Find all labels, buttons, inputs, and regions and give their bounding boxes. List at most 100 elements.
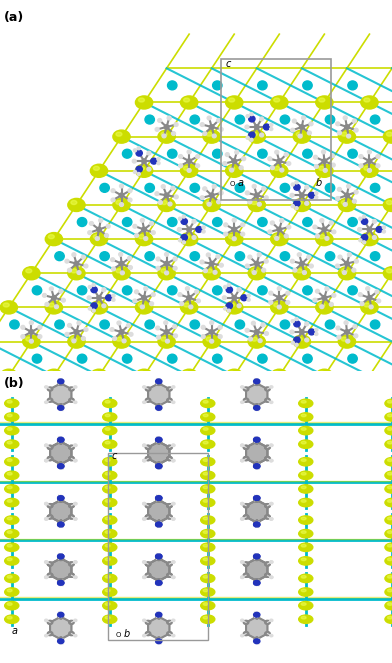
Circle shape: [223, 286, 227, 288]
Circle shape: [246, 115, 249, 117]
Polygon shape: [50, 383, 71, 406]
Ellipse shape: [387, 544, 392, 547]
Ellipse shape: [116, 337, 122, 341]
Polygon shape: [246, 500, 267, 522]
Ellipse shape: [387, 617, 392, 619]
Circle shape: [58, 496, 64, 501]
Circle shape: [164, 321, 168, 324]
Ellipse shape: [383, 267, 392, 280]
Ellipse shape: [158, 130, 175, 143]
Ellipse shape: [316, 369, 333, 383]
Circle shape: [241, 576, 244, 578]
Circle shape: [243, 573, 249, 577]
Circle shape: [254, 330, 259, 334]
Circle shape: [69, 562, 74, 566]
Circle shape: [172, 503, 175, 505]
Ellipse shape: [103, 574, 117, 583]
Circle shape: [172, 401, 175, 403]
Circle shape: [144, 237, 148, 241]
Circle shape: [117, 321, 121, 325]
Circle shape: [258, 339, 262, 343]
Ellipse shape: [203, 617, 208, 619]
Polygon shape: [246, 500, 267, 522]
Circle shape: [47, 504, 53, 508]
Ellipse shape: [201, 516, 215, 524]
Circle shape: [59, 612, 62, 615]
Polygon shape: [246, 617, 267, 639]
Circle shape: [301, 116, 305, 120]
Circle shape: [45, 561, 48, 563]
Circle shape: [343, 116, 347, 120]
Circle shape: [190, 184, 200, 192]
Ellipse shape: [7, 428, 12, 430]
Ellipse shape: [5, 530, 19, 538]
Circle shape: [69, 387, 74, 391]
Circle shape: [143, 444, 146, 446]
Circle shape: [265, 504, 270, 508]
Circle shape: [254, 556, 260, 560]
Circle shape: [313, 298, 317, 302]
Circle shape: [227, 284, 230, 286]
Ellipse shape: [136, 164, 153, 177]
Circle shape: [265, 387, 270, 391]
Circle shape: [180, 302, 183, 306]
Circle shape: [67, 324, 71, 328]
Circle shape: [10, 320, 19, 329]
Circle shape: [32, 354, 42, 363]
Circle shape: [336, 122, 340, 126]
Circle shape: [209, 330, 214, 334]
Circle shape: [156, 520, 162, 524]
Circle shape: [254, 556, 260, 560]
Circle shape: [270, 166, 274, 170]
Ellipse shape: [251, 337, 257, 341]
Circle shape: [315, 332, 318, 335]
Circle shape: [156, 464, 162, 469]
Circle shape: [58, 464, 64, 469]
Circle shape: [156, 581, 162, 585]
Circle shape: [265, 457, 270, 461]
Circle shape: [45, 444, 48, 446]
Circle shape: [59, 467, 62, 469]
Circle shape: [167, 217, 177, 227]
Circle shape: [158, 200, 162, 204]
Circle shape: [157, 335, 161, 339]
Ellipse shape: [183, 235, 190, 239]
Circle shape: [255, 408, 258, 410]
Circle shape: [47, 573, 53, 577]
Ellipse shape: [383, 198, 392, 211]
Ellipse shape: [48, 303, 54, 307]
Circle shape: [294, 184, 300, 190]
Ellipse shape: [226, 369, 243, 383]
Circle shape: [172, 518, 175, 520]
Circle shape: [120, 203, 123, 206]
Circle shape: [241, 561, 244, 563]
Circle shape: [354, 259, 358, 263]
Circle shape: [156, 438, 162, 442]
Circle shape: [255, 583, 258, 585]
Ellipse shape: [201, 588, 215, 596]
Ellipse shape: [293, 335, 310, 348]
Circle shape: [172, 325, 176, 328]
Circle shape: [69, 632, 74, 636]
Ellipse shape: [293, 130, 310, 143]
Polygon shape: [50, 558, 71, 581]
Circle shape: [303, 217, 312, 227]
Circle shape: [196, 299, 200, 303]
Circle shape: [235, 252, 245, 261]
Ellipse shape: [299, 557, 313, 565]
Circle shape: [145, 515, 151, 519]
Ellipse shape: [299, 440, 313, 448]
Circle shape: [270, 503, 273, 505]
Circle shape: [156, 522, 162, 527]
Circle shape: [309, 264, 313, 268]
Circle shape: [254, 554, 260, 559]
Ellipse shape: [319, 303, 325, 307]
Circle shape: [95, 237, 99, 241]
Circle shape: [322, 296, 327, 300]
Ellipse shape: [299, 601, 313, 610]
Circle shape: [143, 576, 146, 578]
Ellipse shape: [5, 601, 19, 610]
Circle shape: [265, 504, 270, 508]
Circle shape: [151, 293, 155, 296]
Circle shape: [45, 634, 48, 636]
